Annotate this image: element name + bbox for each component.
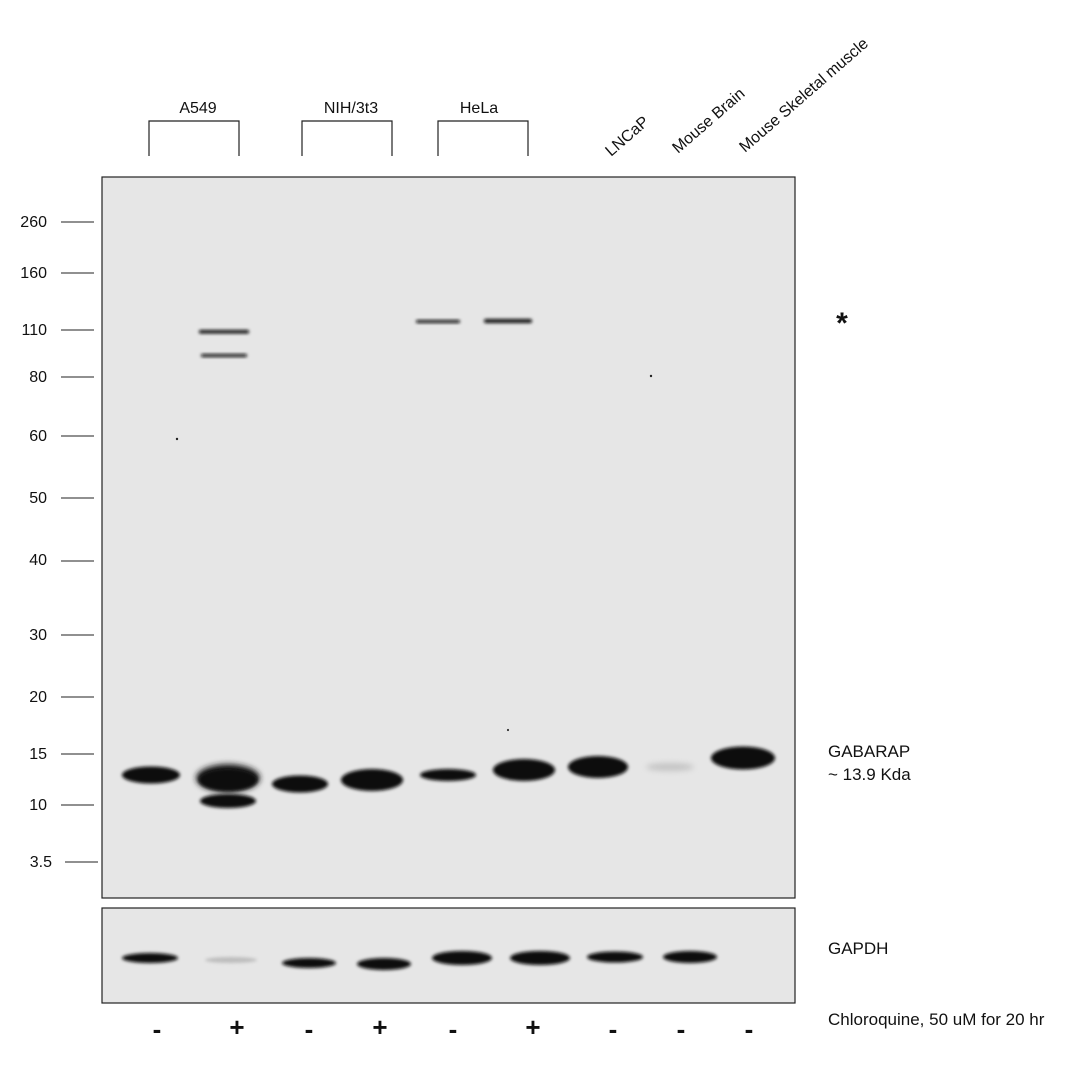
group-label-hela: HeLa [460,100,498,117]
band-gapdh-mouse-brain [663,951,717,963]
band-hela-minus-high [416,320,460,323]
mw-label-40: 40 [29,552,47,569]
band-gabarap-hela-plus [493,759,555,781]
band-hela-plus-high [484,319,532,323]
lane-label-mouse-brain: Mouse Brain [669,85,748,157]
group-bracket-a549 [148,120,240,156]
lane-group-nih3t3: NIH/3t3 [301,100,393,156]
band-gapdh-a549-plus [205,957,257,963]
band-gabarap-lncap [568,756,628,778]
target-protein-label: GABARAP [828,742,910,761]
band-gapdh-nih3t3-minus [282,958,336,968]
band-gapdh-lncap [587,951,643,963]
band-gabarap-mouse-brain [646,763,694,771]
band-gabarap-a549-minus [122,766,180,784]
treatment-row: - + - + - + - - - Chloroquine, 50 uM for… [153,1010,1045,1044]
lane-group-a549: A549 [148,100,240,156]
membrane-speck [649,374,653,378]
treatment-sign: - [677,1014,686,1044]
treatment-sign: + [525,1012,540,1042]
band-gabarap-nih3t3-plus [341,769,403,791]
mw-label-60: 60 [29,428,47,445]
treatment-sign: + [372,1012,387,1042]
mw-label-30: 30 [29,627,47,644]
group-bracket-hela [437,120,529,156]
loading-control-label: GAPDH [828,939,888,958]
gabarap-bands [122,746,775,808]
band-gabarap-a549-plus-lower [200,794,256,808]
treatment-sign: + [229,1012,244,1042]
group-bracket-nih3t3 [301,120,393,156]
treatment-sign: - [609,1014,618,1044]
band-gapdh-nih3t3-plus [357,958,411,970]
membrane-speck [175,437,179,441]
lane-label-lncap: LNCaP [602,113,652,160]
treatment-sign: - [153,1014,162,1044]
band-a549-plus-upper [199,330,249,334]
band-a549-plus-lower [201,354,247,357]
mw-label-160: 160 [20,265,47,282]
treatment-label: Chloroquine, 50 uM for 20 hr [828,1010,1045,1029]
nonspecific-asterisk: * [836,307,848,340]
lane-label-mouse-skeletal-muscle: Mouse Skeletal muscle [736,35,871,156]
membrane-speck [506,728,510,732]
group-label-nih3t3: NIH/3t3 [324,100,378,117]
band-gapdh-hela-plus [510,951,570,965]
group-label-a549: A549 [179,100,216,117]
band-gabarap-a549-plus-upper [199,769,257,791]
gapdh-bands [122,951,717,970]
mw-marker-ladder: 260 160 110 80 60 50 40 30 20 15 10 3.5 [20,214,98,871]
treatment-sign: - [745,1014,754,1044]
mw-label-20: 20 [29,689,47,706]
mw-label-110: 110 [21,322,47,339]
mw-label-3-5: 3.5 [30,854,52,871]
band-gapdh-hela-minus [432,951,492,965]
target-size-label: ~ 13.9 Kda [828,765,911,784]
treatment-sign: - [305,1014,314,1044]
band-gapdh-a549-minus [122,953,178,963]
mw-label-260: 260 [20,214,47,231]
band-gabarap-hela-minus [420,769,476,781]
band-gabarap-mouse-skeletal-muscle [711,746,775,770]
mw-label-15: 15 [29,746,47,763]
band-gabarap-nih3t3-minus [272,775,328,793]
mw-label-10: 10 [29,797,47,814]
mw-label-50: 50 [29,490,47,507]
main-blot-membrane [101,176,796,899]
nonspecific-bands [199,319,532,357]
treatment-sign: - [449,1014,458,1044]
lane-group-hela: HeLa [437,100,529,156]
mw-label-80: 80 [29,369,47,386]
